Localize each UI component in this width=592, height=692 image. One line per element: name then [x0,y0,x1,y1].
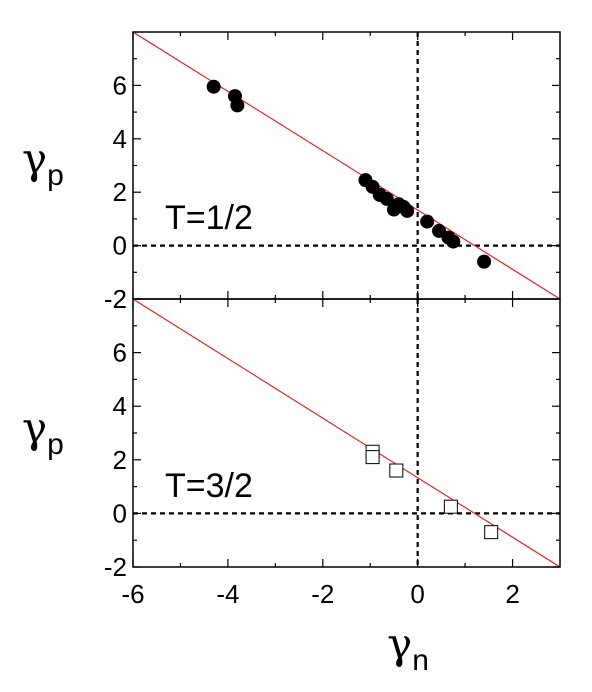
data-point [443,499,458,514]
y-tick-label: 2 [113,445,127,475]
data-point [446,234,461,249]
y-tick-label: 6 [113,70,127,100]
data-point [389,463,404,478]
panel-t-three-halves: -2 0 2 4 6 -6 -4 -2 0 2 T=3/2 [104,298,561,609]
x-axis-label: γn [387,619,429,677]
panel-annotation: T=1/2 [165,199,253,237]
y-axis-label: γp [22,403,64,461]
x-tick-label: -4 [216,579,239,609]
data-point [206,79,221,94]
y-axis-label-top: γp [22,134,64,192]
y-tick-label: 4 [113,124,127,154]
y-tick-label: 4 [113,391,127,421]
y-tick-label: 2 [113,177,127,207]
x-tick-label: 2 [505,579,519,609]
y-tick-label: -2 [104,284,127,314]
y-tick-label: -2 [104,552,127,582]
data-point [230,98,245,113]
y-axis-label: γp [22,134,64,192]
y-tick-label: 0 [113,231,127,261]
data-point [420,214,435,229]
data-point [379,191,394,206]
fit-line [133,299,560,567]
x-tick-label: -6 [121,579,144,609]
panel-t-half: -2 0 2 4 6 T=1/2 [104,31,561,314]
y-tick-label: 6 [113,338,127,368]
data-point [484,525,499,540]
data-point [365,450,380,465]
x-tick-label: 0 [410,579,424,609]
fit-line [133,32,560,299]
y-tick-label: 0 [113,498,127,528]
data-point [477,254,492,269]
data-point [400,203,415,218]
y-axis-label-bottom: γp [22,403,64,461]
x-tick-label: -2 [311,579,334,609]
panel-annotation: T=3/2 [165,467,253,505]
